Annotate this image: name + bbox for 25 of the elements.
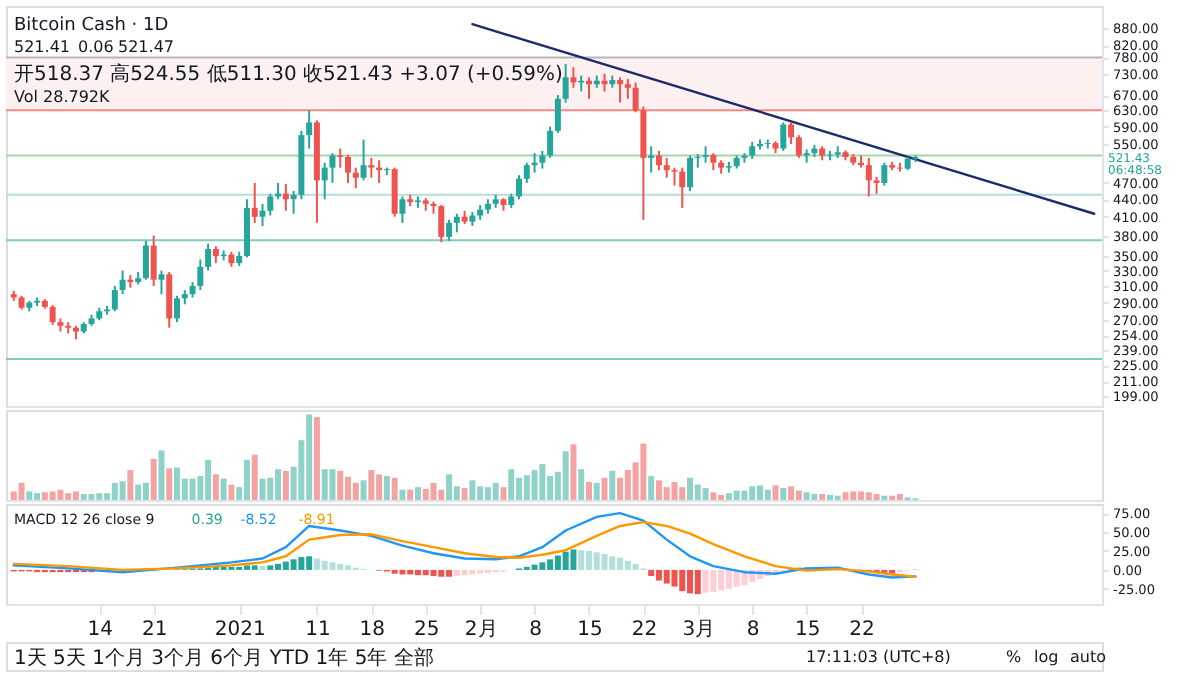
annotation: 开518.37 高524.55 低511.30 收521.43 +3.07 (+0.59%) (14, 62, 564, 86)
x-tick-label: 14 (87, 619, 114, 641)
text: % (1006, 648, 1022, 666)
text: 17:11:03 (UTC+8) (806, 648, 951, 666)
text: auto (1070, 648, 1107, 666)
x-tick-label: 11 (305, 619, 331, 641)
x-tick-label: 3月 (682, 619, 716, 641)
x-tick-label: 25 (414, 619, 440, 641)
text: log (1034, 648, 1059, 666)
x-tick-label: 8 (529, 619, 542, 641)
x-tick-label: 18 (359, 619, 386, 641)
x-tick-label: 8 (746, 619, 760, 641)
text: 1天 5天 1个月 3个月 6个月 YTD 1年 5年 全部 (14, 646, 434, 670)
text: Bitcoin Cash · 1D (14, 16, 169, 36)
x-tick-label: 15 (577, 619, 603, 641)
x-tick-label: 2021 (214, 619, 266, 641)
x-tick-label: 22 (849, 619, 875, 641)
x-tick-label: 22 (631, 619, 658, 641)
annotation: 521.47 (118, 38, 174, 56)
x-tick-label: 21 (141, 619, 168, 641)
annotation: Vol 28.792K (14, 88, 112, 106)
annotation: 521.41 (14, 38, 70, 56)
x-tick-label: 2月 (464, 619, 498, 641)
annotation: 0.06 (78, 38, 114, 56)
x-tick-label: 15 (794, 619, 821, 641)
